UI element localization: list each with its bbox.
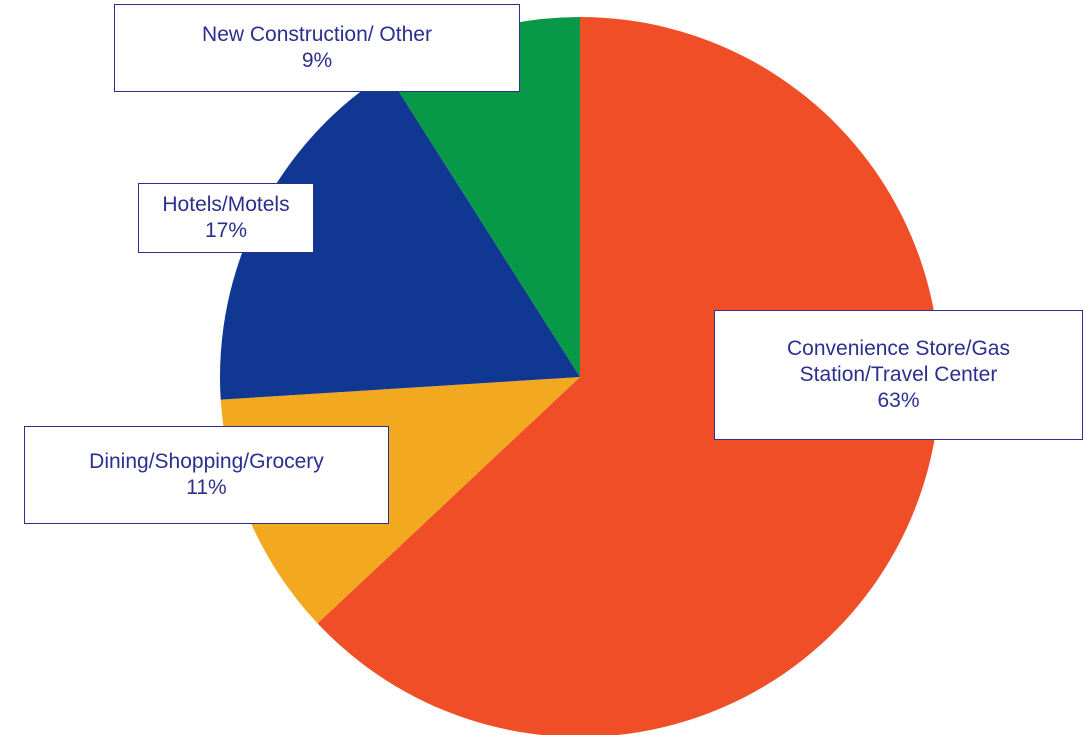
pie-slices — [220, 17, 940, 735]
slice-label-new-construction-line1: New Construction/ Other — [202, 23, 432, 46]
pie-slice-new-construction-other — [387, 17, 580, 377]
pie-slice-hotels-motels — [220, 73, 580, 400]
slice-label-new-construction: New Construction/ Other 9% — [114, 4, 520, 92]
slice-label-hotels-line1: Hotels/Motels — [162, 193, 290, 216]
slice-label-hotels: Hotels/Motels 17% — [138, 183, 314, 253]
slice-label-dining-line1: Dining/Shopping/Grocery — [89, 450, 324, 473]
slice-label-convenience-value: 63% — [877, 389, 920, 412]
slice-label-hotels-value: 17% — [204, 219, 248, 242]
slice-label-convenience-line2: Station/Travel Center — [799, 363, 998, 386]
slice-label-dining-value: 11% — [186, 476, 227, 499]
slice-label-new-construction-value: 9% — [301, 49, 333, 72]
pie-slice-convenience-store-gas-station-travel-center — [317, 17, 940, 735]
slice-label-dining: Dining/Shopping/Grocery 11% — [24, 426, 389, 524]
slice-label-convenience-line1: Convenience Store/Gas — [787, 337, 1010, 360]
slice-label-convenience: Convenience Store/Gas Station/Travel Cen… — [714, 310, 1083, 440]
